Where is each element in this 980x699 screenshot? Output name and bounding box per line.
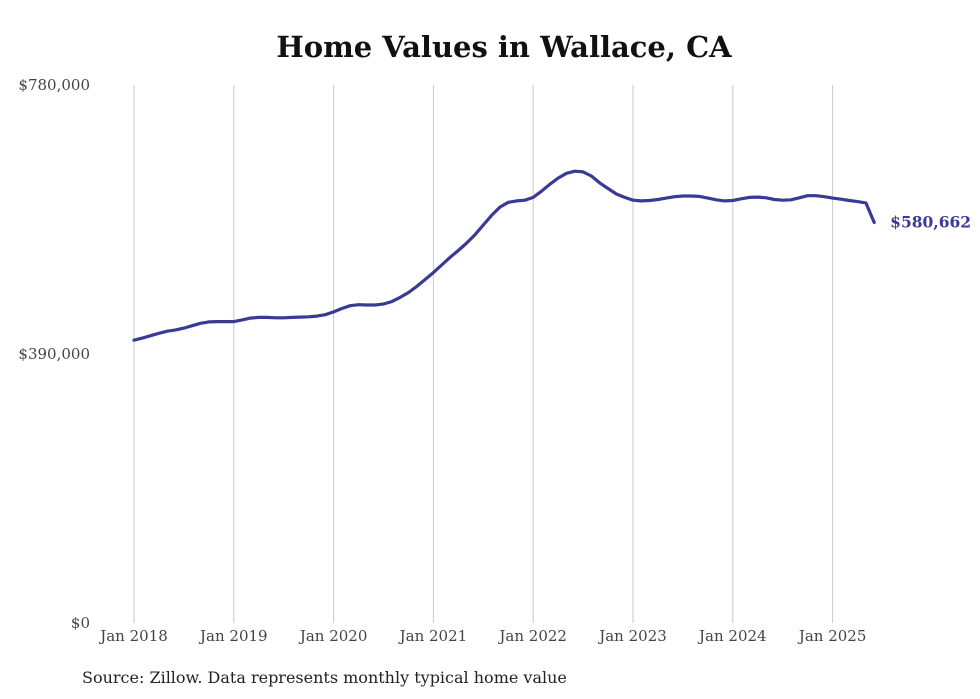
x-tick-label: Jan 2022 bbox=[497, 627, 567, 645]
source-note: Source: Zillow. Data represents monthly … bbox=[82, 668, 567, 687]
x-tick-label: Jan 2023 bbox=[597, 627, 667, 645]
x-tick-label: Jan 2024 bbox=[697, 627, 767, 645]
x-tick-label: Jan 2019 bbox=[198, 627, 268, 645]
x-tick-label: Jan 2020 bbox=[298, 627, 368, 645]
x-tick-label: Jan 2025 bbox=[797, 627, 867, 645]
last-value-label: $580,662 bbox=[890, 212, 971, 231]
y-tick-label: $0 bbox=[71, 614, 90, 632]
x-axis: Jan 2018 Jan 2019 Jan 2020 Jan 2021 Jan 2022… bbox=[98, 627, 866, 645]
x-tick-label: Jan 2021 bbox=[398, 627, 468, 645]
chart-title: Home Values in Wallace, CA bbox=[276, 30, 732, 64]
y-axis: $0 $390,000 $780,000 bbox=[18, 76, 90, 632]
home-value-line bbox=[132, 169, 876, 342]
grid-lines bbox=[133, 85, 834, 623]
x-tick-label: Jan 2018 bbox=[98, 627, 168, 645]
y-tick-label: $780,000 bbox=[18, 76, 90, 94]
y-tick-label: $390,000 bbox=[18, 345, 90, 363]
